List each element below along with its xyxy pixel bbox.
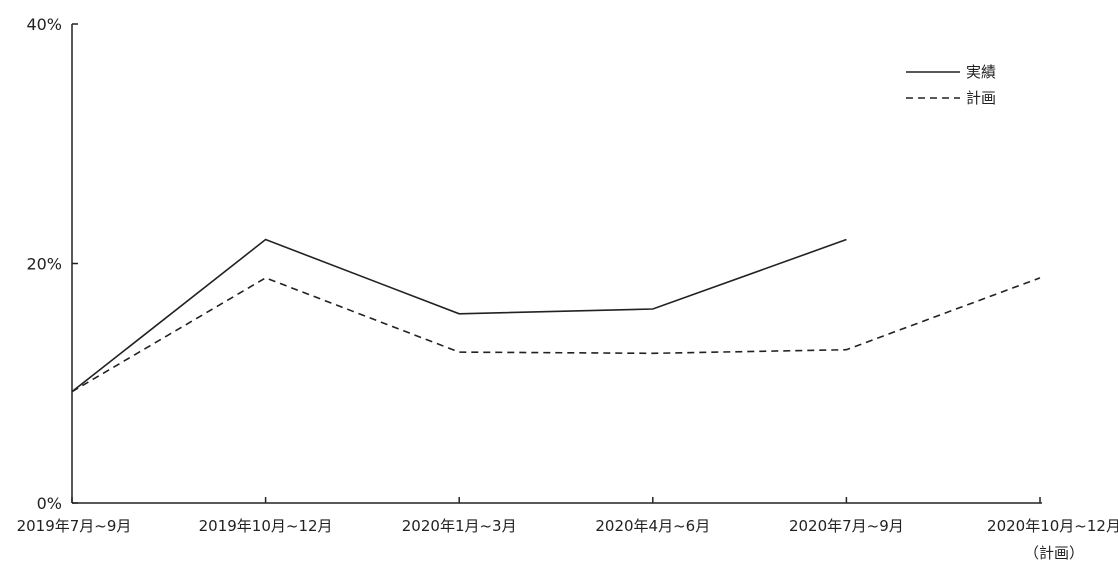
y-tick-label: 0%: [37, 494, 62, 513]
y-axis-ticks: 0% 20% 40%: [26, 15, 78, 513]
series-lines: [71, 238, 1041, 393]
x-tick-label: 2019年7月~9月: [17, 517, 132, 535]
x-axis-ticks: 2019年7月~9月 2019年10月~12月 2020年1月~3月 2020年4月~…: [17, 497, 1118, 562]
x-tick-sublabel: （計画）: [1024, 544, 1084, 562]
legend: 実績 計画: [906, 63, 996, 107]
x-tick-label: 2019年10月~12月: [199, 517, 333, 535]
y-tick-label: 20%: [26, 255, 62, 274]
x-tick-label: 2020年1月~3月: [402, 517, 517, 535]
x-tick-label: 2020年10月~12月: [987, 517, 1118, 535]
x-tick-label: 2020年7月~9月: [789, 517, 904, 535]
y-tick-label: 40%: [26, 15, 62, 34]
x-tick-label: 2020年4月~6月: [595, 517, 710, 535]
series-line-actual: [71, 238, 847, 393]
legend-label-actual: 実績: [966, 63, 996, 81]
legend-label-plan: 計画: [966, 89, 996, 107]
legend-item-plan: 計画: [906, 89, 996, 107]
legend-item-actual: 実績: [906, 63, 996, 81]
series-line-plan: [71, 276, 1041, 393]
